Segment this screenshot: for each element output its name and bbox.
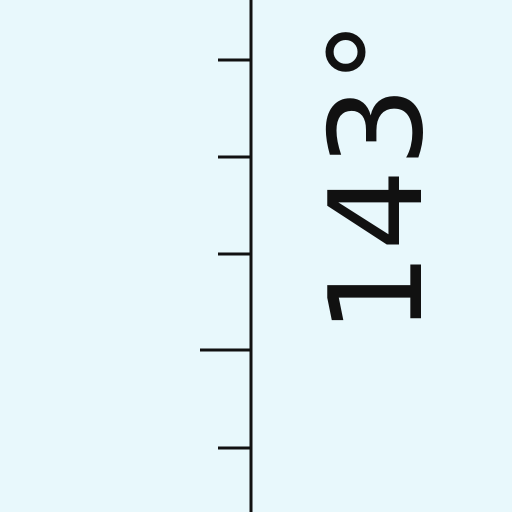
longitude-label-text: 143° bbox=[303, 17, 452, 335]
